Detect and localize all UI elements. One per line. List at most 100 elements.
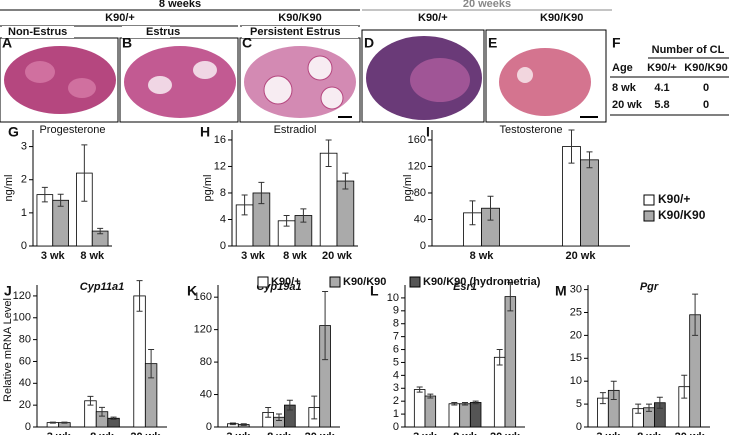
y-tick-label: 120 <box>13 290 31 302</box>
y-axis-label: pg/ml <box>202 175 214 202</box>
panel-label: Estrus <box>146 26 180 38</box>
error-bar <box>586 151 593 169</box>
legend-label: K90/+ <box>658 192 690 206</box>
bar <box>493 356 506 428</box>
error-bar <box>325 139 332 167</box>
y-tick-label: 5 <box>393 356 399 368</box>
error-bar <box>646 403 652 412</box>
bar <box>133 295 146 428</box>
error-bar <box>240 423 247 426</box>
table-cell: 0 <box>703 99 709 111</box>
legend-label: K90/K90 (hydrometria) <box>423 276 541 288</box>
y-tick-label: 40 <box>200 388 212 400</box>
panel-letter: F <box>612 35 621 51</box>
x-tick-label: 3 wk <box>47 431 72 435</box>
panel-letter: M <box>555 283 567 299</box>
x-tick-label: 20 wk <box>675 431 706 435</box>
y-tick-label: 15 <box>570 352 582 364</box>
chart-title: Testosterone <box>500 124 563 136</box>
legend-label: K90/K90 <box>658 208 706 222</box>
histology-images <box>0 9 729 123</box>
error-bar <box>300 208 307 223</box>
y-tick-label: 20 <box>19 399 31 411</box>
error-bar <box>469 200 476 226</box>
error-bar <box>283 215 290 227</box>
panel-letter: A <box>2 35 12 51</box>
panel-letter: G <box>8 124 19 140</box>
error-bar <box>635 403 642 414</box>
error-bar <box>49 421 56 424</box>
x-tick-label: 8 wk <box>470 250 495 262</box>
error-bar <box>472 400 479 405</box>
y-tick-label: 100 <box>13 312 31 324</box>
x-tick-label: 8 wk <box>453 431 478 435</box>
x-tick-label: 8 wk <box>637 431 662 435</box>
y-tick-label: 4 <box>393 369 399 381</box>
subgroup-header: K90/+ <box>105 12 135 24</box>
chart-title: Progesterone <box>39 124 105 136</box>
x-tick-label: 20 wk <box>130 431 161 435</box>
y-tick-label: 40 <box>19 377 31 389</box>
error-bar <box>276 413 282 422</box>
x-tick-label: 20 wk <box>566 250 597 262</box>
table-cell: 0 <box>703 82 709 94</box>
table-title: Number of CL <box>652 44 725 56</box>
panel-label: Persistent Estrus <box>250 26 340 38</box>
error-bar <box>229 422 236 426</box>
bar <box>504 296 517 428</box>
y-tick-label: 1 <box>393 408 399 420</box>
chart-title: Pgr <box>640 281 659 293</box>
x-tick-label: 20 wk <box>490 431 521 435</box>
y-tick-label: 0 <box>25 421 31 433</box>
y-tick-label: 3 <box>393 382 399 394</box>
y-tick-label: 2 <box>21 174 27 186</box>
x-tick-label: 20 wk <box>305 431 336 435</box>
x-tick-label: 3 wk <box>241 250 266 262</box>
chart-title: Esr1 <box>453 281 477 293</box>
bar <box>459 403 471 428</box>
y-tick-label: 8 <box>220 187 226 199</box>
error-bar <box>487 195 494 221</box>
y-tick-label: 6 <box>393 343 399 355</box>
error-bar <box>507 281 514 312</box>
y-tick-label: 160 <box>408 134 426 146</box>
panel-letter: K <box>187 283 197 299</box>
y-tick-label: 0 <box>220 240 226 252</box>
table-cell: 5.8 <box>654 99 669 111</box>
x-tick-label: 3 wk <box>41 250 66 262</box>
error-bar <box>681 374 688 399</box>
y-tick-label: 80 <box>414 187 426 199</box>
bar <box>580 159 599 247</box>
x-tick-label: 8 wk <box>90 431 115 435</box>
y-tick-label: 9 <box>393 305 399 317</box>
error-bar <box>99 406 105 417</box>
error-bar <box>87 395 94 406</box>
bar <box>319 152 338 247</box>
error-bar <box>97 227 104 235</box>
label-bg <box>2 26 74 38</box>
error-bar <box>599 392 606 405</box>
error-bar <box>61 421 68 424</box>
x-tick-label: 8 wk <box>80 250 105 262</box>
panel-label: K90/K90 <box>540 12 583 24</box>
error-bar <box>110 416 117 420</box>
y-tick-label: 0 <box>393 421 399 433</box>
y-tick-label: 5 <box>576 398 582 410</box>
panel-letter: E <box>488 35 497 51</box>
legend-swatch <box>643 210 655 222</box>
error-bar <box>241 194 248 216</box>
panel-letter: J <box>4 283 12 299</box>
bar <box>448 403 461 428</box>
group-header: 8 weeks <box>159 0 201 10</box>
bar <box>424 395 437 428</box>
panel-letter: H <box>200 124 210 140</box>
y-tick-label: 4 <box>220 213 226 225</box>
y-tick-label: 30 <box>570 283 582 295</box>
x-tick-label: 3 wk <box>413 431 438 435</box>
x-tick-label: 8 wk <box>283 250 308 262</box>
y-tick-label: 0 <box>21 240 27 252</box>
legend-swatch <box>409 276 421 288</box>
label-bg <box>122 26 170 38</box>
y-tick-label: 3 <box>21 140 27 152</box>
